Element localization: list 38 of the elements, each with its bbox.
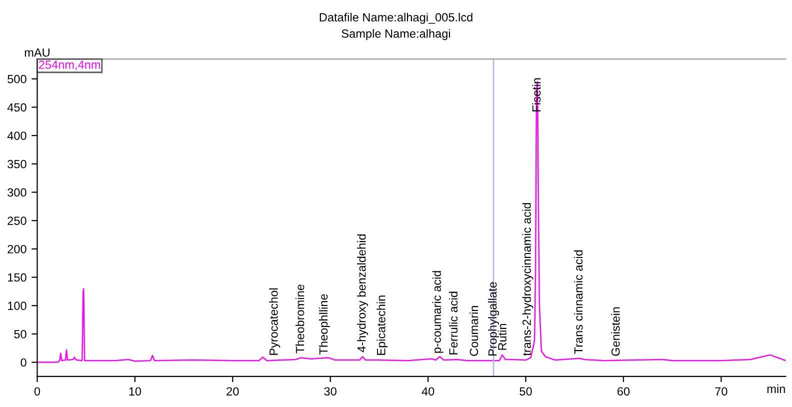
y-tick-label: 400 — [7, 132, 26, 140]
x-tick-label: 50 — [520, 387, 532, 396]
y-tick-label: 250 — [8, 216, 26, 225]
y-tick-label: 500 — [8, 74, 26, 84]
annotation: Theophlline — [318, 294, 330, 354]
chart-title: Datafile Name:alhagi_005.lcd — [320, 12, 472, 24]
x-tick-label: 70 — [715, 387, 728, 396]
annotation: trans-2-hydroxycinnamic acid — [522, 203, 534, 356]
y-tick-label: 50 — [14, 330, 26, 338]
annotation: Pyrocatechol — [269, 288, 280, 355]
y-tick-label: 300 — [8, 188, 26, 197]
y-tick-label: 100 — [8, 302, 26, 310]
y-tick-label: 150 — [8, 273, 26, 282]
y-tick-label: 350 — [8, 160, 26, 168]
annotation: Trans cinnamic acid — [574, 250, 583, 354]
y-tick-label: 0 — [20, 358, 26, 367]
annotation: Prophylgallate — [488, 282, 500, 356]
annotation: Epicatechin — [376, 296, 388, 355]
x-tick-label: 10 — [129, 387, 142, 396]
annotation: 4-hydroxy benzaldehid — [357, 234, 368, 352]
y-tick-label: 450 — [7, 103, 26, 112]
x-axis-title: min — [767, 384, 785, 393]
annotation: Coumarin — [469, 306, 478, 356]
y-axis-title: mAU — [24, 48, 50, 57]
annotation: Ferrulic acid — [448, 292, 458, 354]
chart-subtitle: Sample Name:alhagi — [342, 29, 450, 40]
x-tick-label: 20 — [226, 387, 239, 396]
annotation: Rutin — [498, 324, 506, 350]
text: 254nm,4nm — [39, 60, 100, 70]
x-tick-label: 30 — [324, 387, 336, 396]
x-tick-label: 0 — [34, 387, 40, 396]
annotation: Theobromine — [296, 284, 304, 354]
annotation: p-coumaric acid — [432, 271, 444, 353]
annotation: Fisetin — [532, 78, 541, 112]
x-tick-label: 60 — [618, 387, 630, 396]
x-tick-label: 40 — [422, 387, 434, 396]
y-tick-label: 200 — [8, 244, 26, 254]
annotation: Genistein — [611, 307, 620, 356]
